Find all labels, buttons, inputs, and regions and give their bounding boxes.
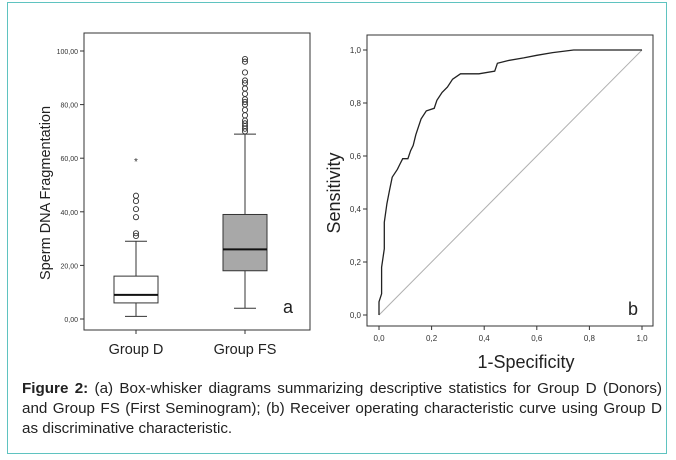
y-tick-label: 0,2	[350, 258, 362, 267]
outlier-point	[132, 214, 140, 221]
caption-text: (a) Box-whisker diagrams summarizing des…	[22, 380, 662, 437]
boxes: *	[113, 55, 268, 317]
box-plot-panel: Sperm DNA Fragmentation 0,00 20,00 40,00 60…	[38, 32, 311, 358]
x-axis-ticks: Group D Group FS	[109, 330, 277, 358]
x-axis-label: 1-Specificity	[477, 352, 574, 372]
y-tick-label: 20,00	[60, 263, 78, 270]
y-axis-label: Sensitivity	[326, 152, 344, 233]
x-tick-label: 0,0	[373, 334, 385, 343]
x-tick-label: 0,6	[531, 334, 543, 343]
x-axis-ticks: 0,0 0,2 0,4 0,6 0,8 1,0	[373, 326, 648, 343]
outlier-point	[241, 58, 249, 65]
y-axis-ticks: 0,00 20,00 40,00 60,00 80,00 100,00	[57, 49, 84, 324]
figure-caption: Figure 2: (a) Box-whisker diagrams summa…	[22, 379, 662, 439]
outlier-point	[241, 98, 249, 105]
roc-series	[378, 49, 643, 316]
outlier-point	[241, 120, 249, 127]
outlier-point	[241, 77, 249, 84]
iqr-box	[113, 275, 159, 304]
y-tick-label: 1,0	[350, 46, 362, 55]
outlier-point	[241, 106, 249, 114]
panel-label: a	[283, 297, 294, 317]
caption-lead: Figure 2:	[22, 380, 89, 397]
y-tick-label: 100,00	[57, 49, 79, 56]
y-tick-label: 0,4	[350, 205, 362, 214]
y-tick-label: 0,6	[350, 152, 362, 161]
outlier-point	[241, 55, 249, 63]
x-tick-label: 0,4	[479, 334, 491, 343]
y-tick-label: 0,0	[350, 311, 362, 320]
roc-plot-frame	[366, 34, 654, 327]
y-axis-ticks: 0,0 0,2 0,4 0,6 0,8 1,0	[350, 46, 367, 320]
x-tick-label: 0,2	[426, 334, 438, 343]
y-tick-label: 0,8	[350, 99, 362, 108]
roc-curve-line	[378, 49, 642, 315]
x-tick-label: Group FS	[214, 342, 277, 358]
panel-label: b	[628, 299, 638, 319]
extreme-point: *	[134, 157, 138, 168]
x-tick-label: 0,8	[584, 334, 596, 343]
outlier-point	[132, 198, 140, 205]
outlier-point	[132, 232, 140, 239]
outlier-point	[132, 206, 140, 213]
y-tick-label: 40,00	[60, 210, 78, 217]
y-tick-label: 60,00	[60, 156, 78, 163]
figure-frame: Sperm DNA Fragmentation 0,00 20,00 40,00 60…	[7, 2, 667, 454]
outlier-point	[132, 192, 140, 199]
outlier-point	[241, 80, 249, 87]
reference-diagonal-line	[378, 49, 643, 316]
outlier-point	[241, 90, 249, 97]
iqr-box	[222, 213, 268, 272]
y-tick-label: 80,00	[60, 103, 78, 110]
box-plot-frame	[83, 32, 311, 331]
outlier-point	[241, 112, 249, 119]
y-axis-label: Sperm DNA Fragmentation	[38, 106, 54, 280]
roc-curve-panel: Sensitivity 1-Specificity 0,00,20,40,60,…	[326, 34, 654, 372]
y-tick-label: 0,00	[64, 317, 78, 324]
outlier-point	[132, 230, 140, 237]
x-tick-label: 1,0	[636, 334, 648, 343]
outlier-point	[241, 85, 249, 92]
outlier-point	[241, 69, 249, 76]
x-tick-label: Group D	[109, 342, 164, 358]
